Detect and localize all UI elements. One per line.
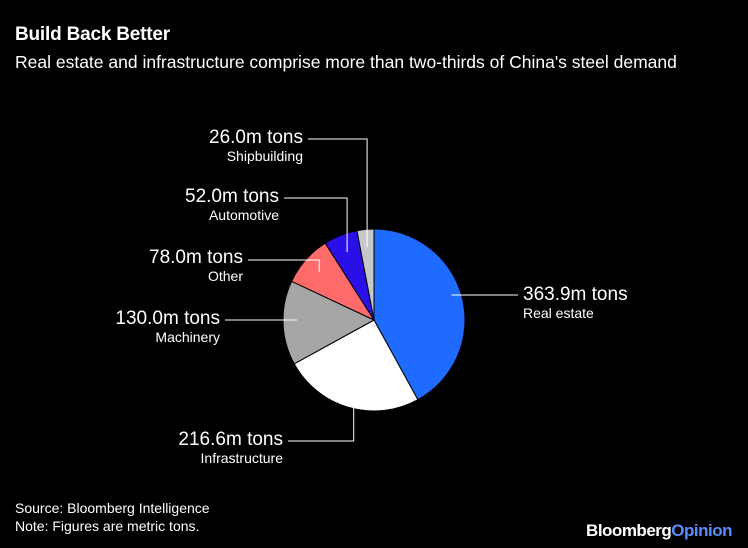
brand-main: Bloomberg (586, 521, 672, 540)
value-label-automotive: 52.0m tons (185, 186, 279, 207)
source-note: Source: Bloomberg Intelligence (15, 500, 210, 516)
category-label-infrastructure: Infrastructure (201, 450, 284, 466)
chart-title: Build Back Better (15, 24, 170, 45)
leader-line-automotive (284, 197, 348, 253)
value-label-other: 78.0m tons (149, 247, 243, 268)
units-note: Note: Figures are metric tons. (15, 518, 200, 534)
value-label-shipbuilding: 26.0m tons (209, 127, 303, 148)
category-label-automotive: Automotive (209, 207, 279, 223)
leader-line-infrastructure (288, 390, 355, 442)
pie-slice-real-estate (373, 228, 466, 401)
category-label-shipbuilding: Shipbuilding (227, 148, 303, 164)
pie-slice-shipbuilding (356, 228, 375, 321)
category-label-other: Other (208, 268, 243, 284)
value-label-real-estate: 363.9m tons (523, 284, 628, 305)
bloomberg-opinion-logo: BloombergOpinion (586, 521, 732, 541)
pie-slice-machinery (282, 280, 376, 365)
leader-line-shipbuilding (308, 138, 368, 248)
category-label-real-estate: Real estate (523, 305, 594, 321)
chart-subtitle: Real estate and infrastructure comprise … (15, 52, 677, 72)
value-label-machinery: 130.0m tons (115, 308, 220, 329)
brand-accent: Opinion (671, 521, 732, 540)
value-label-infrastructure: 216.6m tons (178, 429, 283, 450)
pie-slice-infrastructure (293, 319, 419, 412)
leader-line-other (248, 259, 320, 272)
category-label-machinery: Machinery (155, 329, 220, 345)
